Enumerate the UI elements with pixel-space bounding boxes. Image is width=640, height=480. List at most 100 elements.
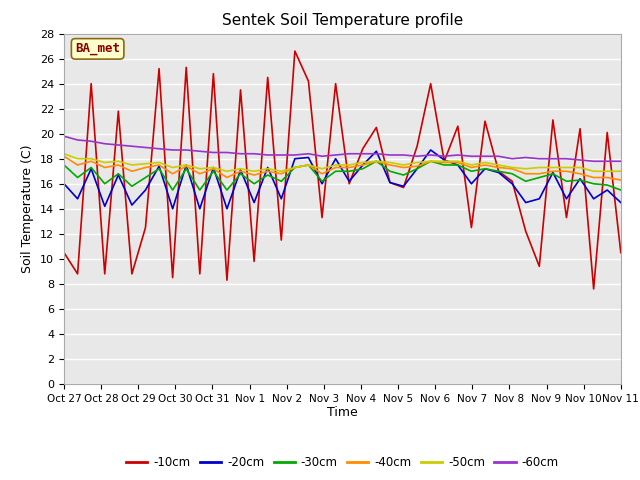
-40cm [413, 163, 421, 169]
-30cm [590, 181, 598, 187]
-50cm [617, 168, 625, 174]
-20cm [563, 196, 570, 202]
X-axis label: Time: Time [327, 407, 358, 420]
-10cm [536, 264, 543, 269]
-60cm [604, 158, 611, 164]
-10cm [413, 144, 421, 149]
-10cm [156, 66, 163, 72]
-10cm [87, 81, 95, 86]
-40cm [576, 171, 584, 177]
-50cm [305, 162, 312, 168]
-10cm [74, 271, 81, 277]
-40cm [264, 168, 271, 174]
-40cm [196, 171, 204, 177]
-10cm [305, 78, 312, 84]
-50cm [196, 166, 204, 172]
-40cm [305, 162, 312, 168]
-20cm [74, 196, 81, 202]
-10cm [495, 168, 502, 174]
-30cm [454, 162, 461, 168]
-30cm [427, 158, 435, 164]
-50cm [522, 166, 529, 172]
-20cm [508, 181, 516, 187]
-30cm [87, 165, 95, 170]
-40cm [169, 171, 177, 177]
-60cm [156, 146, 163, 152]
-30cm [101, 181, 109, 187]
-20cm [237, 167, 244, 173]
-20cm [549, 169, 557, 175]
-30cm [346, 168, 353, 174]
-20cm [386, 180, 394, 185]
-40cm [278, 171, 285, 177]
-40cm [372, 158, 380, 164]
-50cm [169, 165, 177, 170]
-60cm [196, 148, 204, 154]
-60cm [101, 141, 109, 146]
-20cm [359, 162, 367, 168]
-30cm [209, 168, 217, 174]
-60cm [318, 154, 326, 159]
-60cm [549, 156, 557, 162]
-40cm [250, 172, 258, 178]
-20cm [468, 181, 476, 187]
-50cm [399, 162, 407, 168]
-10cm [60, 250, 68, 255]
-10cm [522, 228, 529, 234]
-30cm [576, 177, 584, 183]
-40cm [481, 162, 489, 168]
-50cm [318, 166, 326, 172]
-30cm [536, 175, 543, 180]
-60cm [60, 133, 68, 139]
-50cm [563, 165, 570, 170]
-60cm [209, 150, 217, 156]
-40cm [209, 166, 217, 172]
-40cm [101, 165, 109, 170]
-40cm [549, 168, 557, 174]
-50cm [413, 160, 421, 166]
-10cm [196, 271, 204, 277]
-20cm [156, 163, 163, 169]
-60cm [427, 152, 435, 158]
-20cm [318, 181, 326, 187]
-30cm [250, 181, 258, 187]
-10cm [318, 215, 326, 220]
-10cm [563, 215, 570, 220]
-20cm [305, 155, 312, 160]
-10cm [468, 225, 476, 230]
-30cm [522, 179, 529, 184]
-40cm [87, 158, 95, 164]
-30cm [508, 171, 516, 177]
-10cm [169, 275, 177, 280]
-10cm [386, 180, 394, 185]
-20cm [115, 172, 122, 178]
-20cm [427, 147, 435, 153]
-50cm [101, 160, 109, 166]
-50cm [115, 158, 122, 164]
-50cm [278, 168, 285, 174]
-30cm [563, 179, 570, 184]
-60cm [399, 152, 407, 158]
-10cm [250, 258, 258, 264]
-60cm [291, 152, 299, 158]
-10cm [264, 74, 271, 80]
-10cm [454, 123, 461, 129]
-50cm [237, 166, 244, 172]
-10cm [604, 130, 611, 135]
-30cm [495, 168, 502, 174]
-50cm [454, 158, 461, 164]
-20cm [87, 166, 95, 172]
-60cm [141, 144, 149, 150]
-40cm [141, 165, 149, 170]
-60cm [454, 152, 461, 158]
-40cm [128, 168, 136, 174]
-60cm [359, 151, 367, 156]
-40cm [399, 165, 407, 170]
-60cm [264, 152, 271, 158]
-60cm [169, 147, 177, 153]
-40cm [522, 171, 529, 177]
-40cm [427, 158, 435, 164]
-30cm [264, 172, 271, 178]
-30cm [305, 162, 312, 168]
-20cm [617, 200, 625, 205]
